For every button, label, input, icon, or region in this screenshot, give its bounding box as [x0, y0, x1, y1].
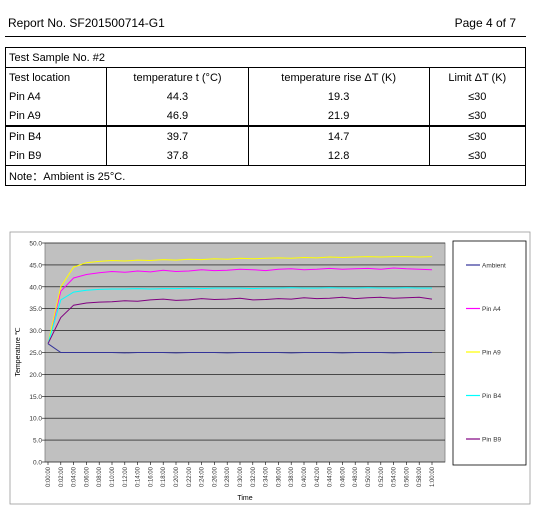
- cell: 37.8: [106, 146, 249, 166]
- x-tick-label: 0:36:00: [276, 466, 282, 487]
- x-tick-label: 0:20:00: [174, 466, 180, 487]
- column-header: Limit ΔT (K): [428, 67, 526, 87]
- x-tick-label: 0:58:00: [417, 466, 423, 487]
- note: Note：Ambient is 25°C.: [9, 170, 126, 183]
- cell: 12.8: [247, 146, 430, 166]
- y-tick-label: 10.0: [29, 416, 42, 423]
- x-tick-label: 0:22:00: [187, 466, 193, 487]
- x-tick-label: 0:38:00: [289, 466, 295, 487]
- x-tick-label: 0:02:00: [59, 466, 65, 487]
- x-tick-label: 0:32:00: [251, 466, 257, 487]
- cell: 19.3: [247, 87, 430, 106]
- cell: 14.7: [247, 125, 430, 146]
- x-tick-label: 1:00:00: [430, 466, 436, 487]
- x-tick-label: 0:12:00: [123, 466, 129, 487]
- y-axis-label: Temperature ℃: [15, 327, 22, 376]
- y-tick-label: 30.0: [29, 328, 42, 335]
- cell: Pin A4: [9, 90, 41, 103]
- x-tick-label: 0:00:00: [46, 466, 52, 487]
- y-tick-label: 50.0: [29, 241, 42, 248]
- column-header: Test location: [9, 71, 71, 84]
- column-header: temperature t (°C): [106, 67, 249, 87]
- x-tick-label: 0:48:00: [353, 466, 359, 487]
- x-tick-label: 0:16:00: [148, 466, 154, 487]
- x-tick-label: 0:30:00: [238, 466, 244, 487]
- y-tick-label: 45.0: [29, 262, 42, 269]
- x-tick-label: 0:28:00: [225, 466, 231, 487]
- x-tick-label: 0:46:00: [340, 466, 346, 487]
- cell: 44.3: [106, 87, 249, 106]
- x-tick-label: 0:14:00: [136, 466, 142, 487]
- series-line: [47, 287, 432, 344]
- x-tick-label: 0:40:00: [302, 466, 308, 487]
- legend-label: Ambient: [482, 263, 506, 270]
- cell: 39.7: [106, 125, 249, 146]
- y-tick-label: 40.0: [29, 284, 42, 291]
- x-axis-label: Time: [237, 495, 252, 502]
- x-tick-label: 0:52:00: [379, 466, 385, 487]
- x-tick-label: 0:56:00: [404, 466, 410, 487]
- x-tick-label: 0:06:00: [84, 466, 90, 487]
- y-tick-label: 35.0: [29, 306, 42, 313]
- series-line: [47, 267, 433, 344]
- legend-label: Pin A4: [482, 306, 501, 313]
- results-table: Test Sample No. #2 Test location temperat…: [5, 47, 526, 186]
- column-header: temperature rise ΔT (K): [247, 67, 430, 87]
- x-tick-label: 0:18:00: [161, 466, 167, 487]
- legend-label: Pin B9: [482, 437, 502, 444]
- cell: 21.9: [247, 106, 430, 126]
- legend-label: Pin B4: [482, 393, 502, 400]
- x-tick-label: 0:54:00: [392, 466, 398, 487]
- series-line: [47, 343, 432, 354]
- x-tick-label: 0:50:00: [366, 466, 372, 487]
- x-tick-label: 0:34:00: [264, 466, 270, 487]
- page-number: Page 4 of 7: [454, 16, 516, 30]
- y-tick-label: 25.0: [29, 350, 42, 357]
- cell: 46.9: [106, 106, 249, 126]
- sample-label: Test Sample No. #2: [5, 47, 526, 68]
- x-tick-label: 0:10:00: [110, 466, 116, 487]
- cell: Pin B4: [5, 125, 107, 146]
- legend-label: Pin A9: [482, 350, 501, 357]
- x-tick-label: 0:24:00: [200, 466, 206, 487]
- report-number: Report No. SF201500714-G1: [8, 16, 165, 30]
- y-tick-label: 0.0: [33, 460, 42, 467]
- x-tick-label: 0:42:00: [315, 466, 321, 487]
- x-tick-label: 0:44:00: [328, 466, 334, 487]
- series-line: [47, 256, 433, 344]
- legend-box: [452, 240, 527, 466]
- cell: ≤30: [428, 125, 526, 146]
- y-tick-label: 15.0: [29, 394, 42, 401]
- series-line: [47, 296, 433, 344]
- cell: Pin A9: [9, 109, 41, 122]
- cell: Pin B9: [9, 149, 42, 162]
- x-tick-label: 0:08:00: [97, 466, 103, 487]
- cell: ≤30: [428, 146, 526, 166]
- y-tick-label: 5.0: [33, 438, 42, 445]
- header-rule: [5, 36, 526, 37]
- chart-frame: [9, 231, 531, 505]
- cell: ≤30: [428, 106, 526, 126]
- x-tick-label: 0:26:00: [212, 466, 218, 487]
- y-tick-label: 20.0: [29, 372, 42, 379]
- cell: ≤30: [428, 87, 526, 106]
- x-tick-label: 0:04:00: [72, 466, 78, 487]
